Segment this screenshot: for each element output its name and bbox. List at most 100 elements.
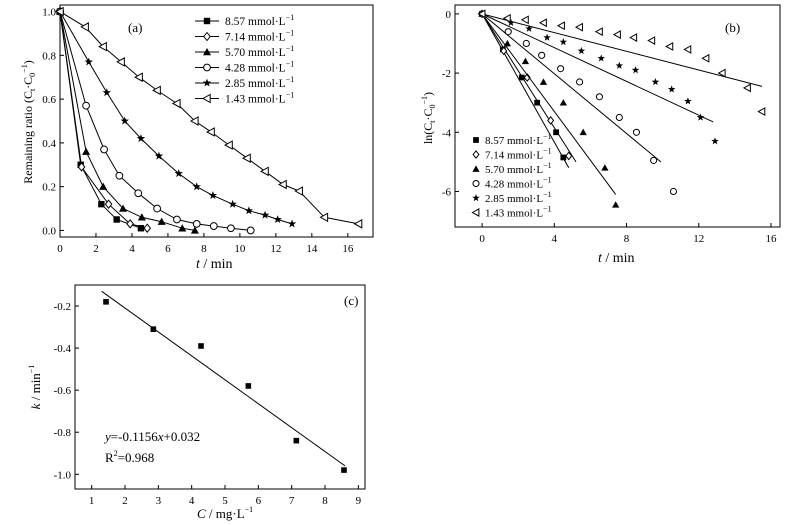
panel-c-xtick-label: 5 — [222, 495, 228, 507]
panel-b-axes: 0 4 8 12 16 0 -2 -4 -6 — [442, 9, 777, 245]
panel-a-data-point — [244, 206, 254, 215]
panel-a-legend-marker — [203, 17, 211, 25]
panel-c-equation-x: x — [157, 429, 164, 444]
panel-a-data-point — [173, 215, 181, 224]
panel-a-legend-sup: −1 — [286, 60, 295, 69]
panel-a-legend-marker — [203, 31, 211, 42]
panel-c-ytick-label: -0.2 — [54, 301, 71, 313]
panel-b-legend-entry: 7.14 mmol·L−1 — [485, 147, 552, 162]
panel-b-data-point — [521, 57, 530, 65]
panel-b-legend-sup: −1 — [543, 132, 552, 141]
panel-a-legend-entry: 7.14 mmol·L−1 — [225, 29, 294, 44]
panel-a-legend-sup: −1 — [286, 29, 295, 38]
panel-a-data-point — [104, 199, 113, 209]
panel-b-data-point — [696, 113, 705, 121]
panel-a-data-point — [242, 153, 251, 164]
panel-b-data-point — [507, 18, 515, 26]
panel-a-xlabel-symbol: t — [196, 257, 201, 272]
panel-c-ytick-label: -0.4 — [54, 343, 72, 355]
panel-a-data-point — [294, 186, 303, 196]
panel-c-data-point — [293, 437, 300, 444]
panel-a-legend-sup: −1 — [286, 13, 295, 22]
panel-b-data-point — [615, 61, 624, 69]
panel-b-legend-entry: 4.28 mmol·L−1 — [485, 176, 552, 191]
panel-b-label: (b) — [725, 20, 740, 35]
panel-a-data-point — [99, 182, 108, 190]
panel-a-data-point — [189, 116, 199, 126]
panel-a-data-point — [115, 171, 124, 180]
panel-a-data-point — [54, 6, 64, 17]
panel-a-ylabel-sup: −1 — [20, 64, 29, 73]
panel-a-data-point — [192, 219, 201, 228]
panel-a-data-point — [319, 212, 329, 223]
panel-b-data-point — [629, 33, 638, 43]
panel-a-xtick-label: 16 — [342, 243, 354, 255]
panel-c-r2-sup: 2 — [114, 449, 118, 458]
panel-b-data-point — [477, 9, 486, 19]
panel-b-legend-marker — [472, 179, 480, 188]
panel-a-legend-entry: 4.28 mmol·L−1 — [225, 60, 294, 75]
panel-a-xlabel-unit: / min — [200, 257, 233, 272]
panel-b-legend-label: 2.85 mmol·L — [485, 193, 543, 205]
panel-c-ylabel-unit: / min — [28, 373, 43, 404]
panel-a-xlabel: t / min — [196, 257, 233, 272]
panel-c-equation-intercept: +0.032 — [164, 429, 201, 444]
panel-b-data-point — [522, 39, 530, 48]
panel-b-data-point — [500, 46, 508, 56]
panel-a-legend-label: 4.28 mmol·L — [225, 63, 286, 75]
panel-a-xtick-label: 2 — [93, 243, 99, 255]
panel-b-series — [477, 9, 766, 208]
panel-a-data-point — [136, 134, 146, 143]
panel-a-ytick-label: 0.4 — [42, 138, 56, 150]
panel-b-ylabel-end: ) — [421, 92, 435, 96]
panel-c-data-point — [103, 299, 109, 305]
panel-b-data-point — [632, 128, 641, 136]
panel-b-data-point — [557, 65, 565, 73]
panel-b-ylabel-sub2: 0 — [428, 104, 437, 108]
panel-a-legend-label: 2.85 mmol·L — [225, 78, 286, 90]
panel-c-equation-slope: =-0.1156 — [111, 429, 158, 444]
panel-c-ytick-label: -0.6 — [54, 385, 72, 397]
panel-c-xtick-label: 9 — [356, 495, 362, 507]
panel-c-fit-line — [101, 290, 346, 467]
panel-a-data-point — [113, 216, 120, 223]
panel-a-data-point — [273, 215, 282, 224]
panel-b-data-point — [595, 93, 604, 101]
panel-a-series-line — [59, 11, 359, 225]
panel-a-data-point — [80, 22, 89, 32]
panel-c-xtick-label: 4 — [189, 495, 195, 507]
panel-a-data-point — [260, 210, 270, 219]
panel-a-xtick-label: 14 — [306, 243, 318, 255]
panel-a-legend-label: 8.57 mmol·L — [225, 16, 286, 28]
panel-a-data-point — [154, 151, 164, 160]
panel-a-ytick-label: 0.6 — [42, 94, 56, 106]
panel-a-data-point — [77, 162, 86, 172]
panel-a-data-point — [246, 226, 255, 235]
panel-a-data-point — [224, 140, 233, 150]
panel-b-legend-sup: −1 — [543, 147, 552, 156]
panel-c-xtick-label: 2 — [122, 495, 128, 507]
panel-c: (c) C / mg·L−1 k / min−1 y=-0.1156x+0.03… — [27, 284, 366, 521]
panel-a-data-point — [118, 204, 127, 212]
panel-b-legend-sup: −1 — [543, 176, 552, 185]
panel-b-data-point — [543, 33, 551, 41]
panel-a-data-point — [171, 98, 181, 109]
panel-a-legend-marker — [203, 48, 211, 56]
panel-a-frame — [59, 4, 374, 238]
panel-a-ylabel: Remaining ratio (Ct·C0−1) — [20, 60, 37, 183]
panel-b-data-point — [538, 51, 546, 59]
panel-b-legend-sup: −1 — [543, 190, 552, 199]
panel-c-r2-value: =0.968 — [118, 450, 155, 465]
panel-a-data-point — [208, 191, 218, 199]
panel-a-ytick-label: 0.2 — [42, 182, 56, 194]
panel-a-legend-entry: 5.70 mmol·L−1 — [225, 44, 294, 59]
panel-b-xtick-label: 12 — [693, 233, 704, 245]
panel-b-ylabel-sup: −1 — [420, 96, 429, 105]
panel-c-r2-symbol: R — [105, 450, 114, 465]
panel-a-data-point — [120, 116, 129, 125]
panel-b-fit-line — [481, 13, 763, 87]
panel-b-data-point — [525, 24, 533, 32]
panel-a-axes: 0 2 4 6 8 10 12 14 16 0.0 0.2 0.4 0.6 0.8 1.0 — [42, 7, 354, 255]
panel-c-ylabel-symbol: k — [28, 403, 43, 409]
panel-b-data-point — [553, 129, 559, 136]
